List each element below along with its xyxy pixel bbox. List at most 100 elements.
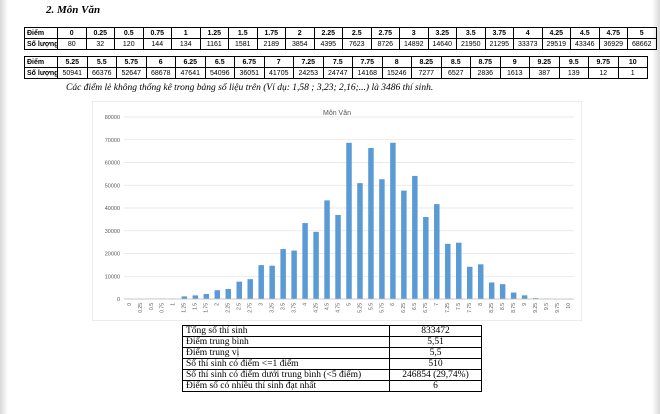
- score-cell: 8: [381, 56, 412, 68]
- x-tick-label: 4.75: [335, 303, 341, 313]
- bar: [456, 242, 462, 299]
- x-tick-label: 1.75: [204, 303, 210, 313]
- count-cell: 14892: [399, 38, 429, 50]
- count-cell: 14640: [427, 38, 457, 50]
- chart-bars: [126, 142, 572, 300]
- score-header-row: Điểm 5.25 5.5 5.75 6 6.25 6.5 6.75 7 7.25 7.5 7.75…: [24, 56, 648, 68]
- x-tick-label: 9: [522, 303, 528, 306]
- score-table-2: Điểm 5.25 5.5 5.75 6 6.25 6.5 6.75 7 7.25 7.5 7.75…: [24, 56, 648, 79]
- count-cell: 7623: [342, 38, 372, 50]
- count-cell: 24747: [322, 67, 353, 79]
- bar: [258, 265, 264, 299]
- count-cell: 1581: [228, 38, 258, 50]
- score-header-row: Điểm 0 0.25 0.5 0.75 1 1.25 1.5 1.75 2 2.25 2.5 2.7…: [24, 27, 657, 39]
- bar: [390, 142, 396, 299]
- score-cell: 1.25: [199, 27, 229, 39]
- score-cell: 6.5: [204, 56, 235, 68]
- score-cell: 8.25: [411, 56, 442, 68]
- count-cell: 36929: [598, 38, 628, 50]
- bar: [181, 296, 188, 299]
- y-tick-label: 20000: [105, 252, 120, 258]
- x-tick-label: 1: [171, 303, 177, 306]
- score-cell: 9.75: [588, 56, 619, 68]
- score-cell: 2: [285, 27, 315, 39]
- count-cell: 29519: [541, 38, 571, 50]
- stats-row: Tổng số thí sinh 833472: [182, 325, 482, 337]
- y-tick-label: 50000: [105, 183, 120, 189]
- score-cell: 8.5: [440, 56, 471, 68]
- x-tick-label: 6.5: [412, 303, 418, 310]
- stats-value: 833472: [389, 325, 482, 337]
- score-cell: 2.75: [370, 27, 400, 39]
- y-tick-label: 10000: [105, 274, 120, 280]
- bar: [313, 231, 319, 299]
- x-tick-label: 6.75: [423, 303, 429, 313]
- x-tick-label: 10: [566, 303, 572, 309]
- count-header-label: Số lượng: [24, 67, 58, 79]
- count-cell: 15246: [381, 67, 412, 79]
- note-text: Các điểm lẻ không thống kê trong bảng số…: [66, 83, 434, 93]
- x-tick-label: 5: [346, 303, 352, 306]
- score-cell: 0.75: [142, 27, 172, 39]
- score-cell: 0: [57, 27, 87, 39]
- count-cell: 8726: [370, 38, 400, 50]
- count-cell: 47641: [175, 67, 206, 79]
- bar: [247, 279, 253, 299]
- count-cell: 2836: [470, 67, 501, 79]
- x-tick-label: 3: [259, 303, 265, 306]
- y-tick-label: 80000: [105, 115, 120, 121]
- score-cell: 7.25: [293, 56, 324, 68]
- count-cell: 52647: [116, 67, 147, 79]
- x-tick-label: 7: [434, 303, 440, 306]
- page-edge-left: [0, 0, 8, 414]
- stats-value: 5,51: [389, 336, 482, 348]
- bar: [236, 281, 242, 299]
- count-cell: 36051: [234, 67, 265, 79]
- count-cell: 139: [558, 67, 589, 79]
- score-cell: 6: [145, 56, 176, 68]
- x-tick-label: 3.75: [291, 303, 297, 313]
- x-tick-label: 2: [215, 303, 221, 306]
- score-cell: 6.25: [175, 56, 206, 68]
- x-tick-label: 8.5: [500, 303, 506, 310]
- score-cell: 5: [627, 27, 657, 39]
- score-cell: 3: [399, 27, 429, 39]
- bar: [379, 179, 385, 299]
- stats-value: 510: [389, 358, 482, 370]
- stats-label: Điểm số có nhiều thí sinh đạt nhất: [182, 380, 390, 392]
- bar: [401, 190, 407, 299]
- score-cell: 6.75: [234, 56, 265, 68]
- y-tick-label: 0: [117, 297, 120, 303]
- y-tick-label: 60000: [105, 161, 120, 167]
- score-cell: 5.75: [116, 56, 147, 68]
- x-tick-label: 9.5: [544, 303, 550, 310]
- count-cell: 68662: [627, 38, 657, 50]
- count-cell: 7277: [411, 67, 442, 79]
- stats-label: Điểm trung vị: [182, 347, 390, 359]
- x-tick-label: 7.5: [456, 303, 462, 310]
- section-heading: 2. Môn Văn: [46, 4, 101, 16]
- x-tick-label: 1.25: [182, 303, 188, 313]
- bar: [324, 200, 330, 299]
- stats-label: Tổng số thí sinh: [182, 325, 390, 337]
- stats-label: Điểm trung bình: [182, 336, 390, 348]
- score-cell: 2.5: [342, 27, 372, 39]
- x-tick-label: 8: [478, 303, 484, 306]
- count-cell: 2189: [256, 38, 286, 50]
- bar: [269, 265, 275, 299]
- count-cell: 32: [85, 38, 115, 50]
- bar: [291, 250, 297, 299]
- bar: [203, 294, 210, 299]
- bar: [214, 290, 221, 299]
- x-tick-label: 0.25: [138, 303, 144, 313]
- x-tick-label: 7.75: [467, 303, 473, 313]
- y-tick-label: 30000: [105, 229, 120, 235]
- count-cell: 43346: [570, 38, 600, 50]
- x-tick-label: 9.25: [533, 303, 539, 313]
- count-row: Số lượng 80 32 120 144 134 1161 1581 2189 3854 43…: [24, 38, 657, 50]
- bar: [434, 204, 440, 299]
- bar: [521, 295, 528, 299]
- summary-stats-table: Tổng số thí sinh 833472 Điểm trung bình 5,5…: [182, 325, 482, 392]
- count-header-label: Số lượng: [24, 38, 58, 50]
- stats-value: 6: [389, 380, 482, 392]
